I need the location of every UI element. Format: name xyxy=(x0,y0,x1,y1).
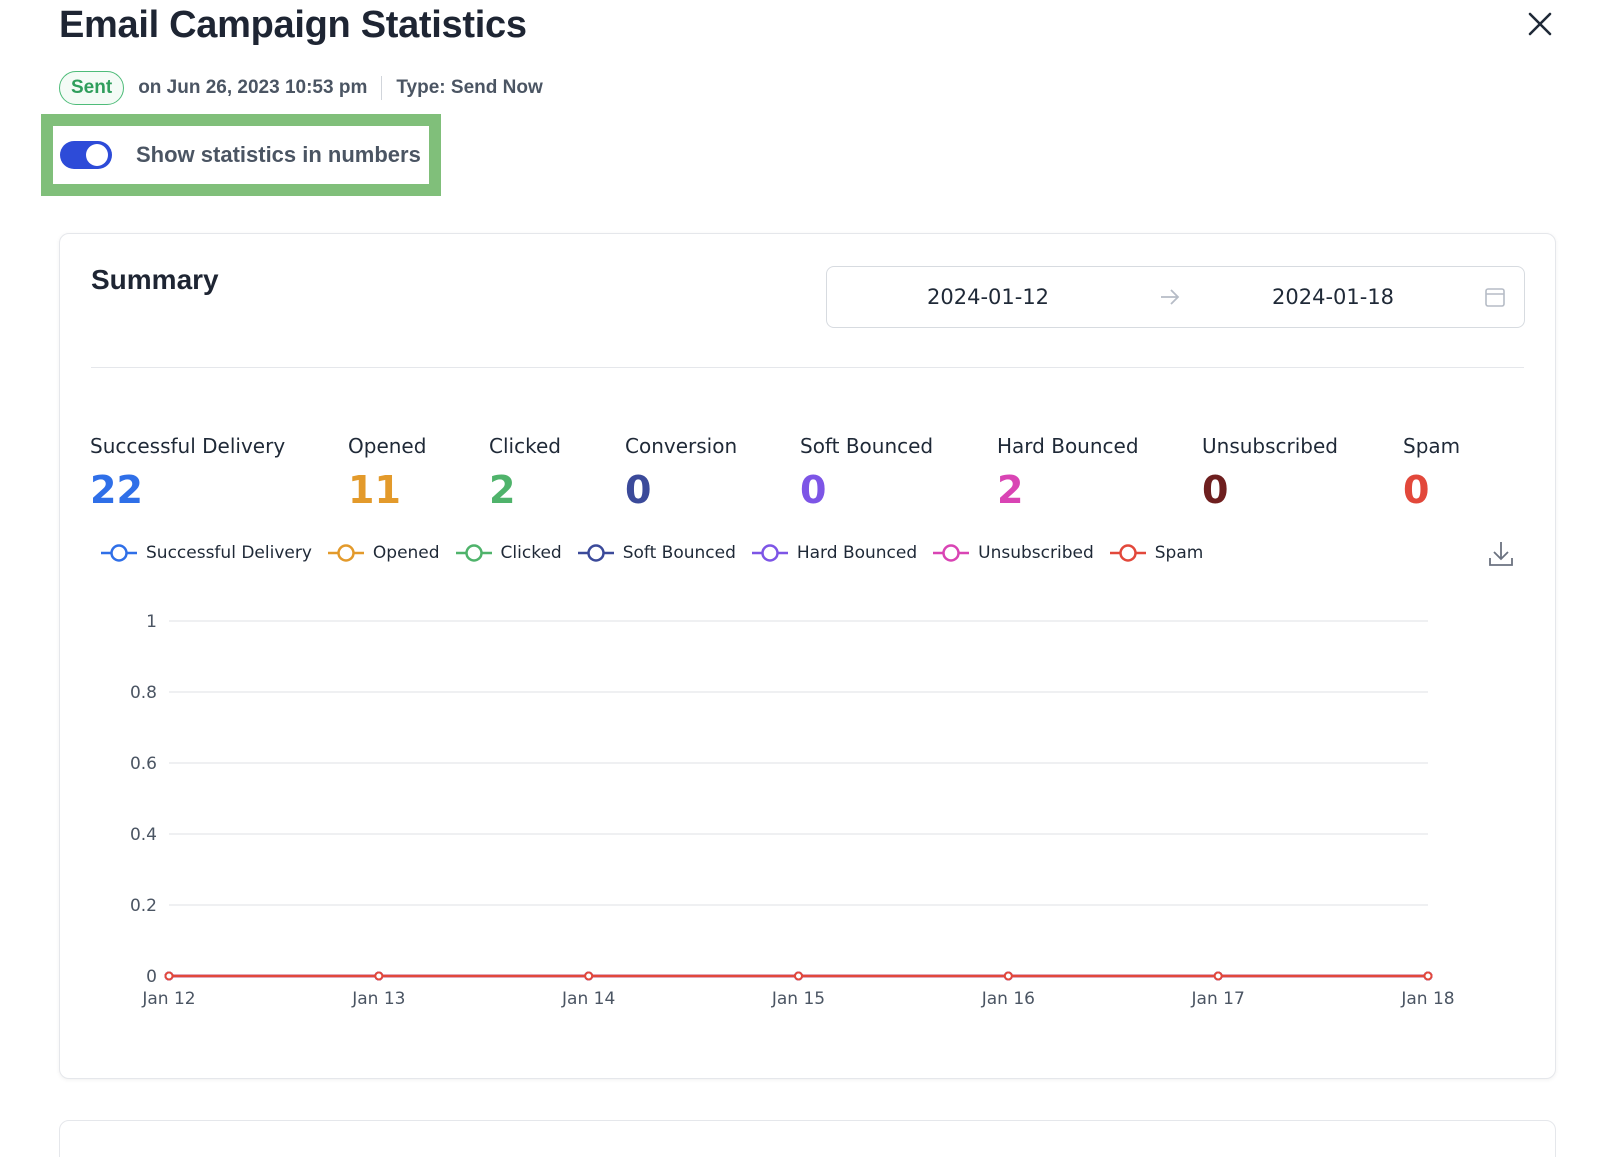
stat-value: 0 xyxy=(1202,468,1229,512)
legend-marker-icon xyxy=(933,544,970,562)
legend-label: Spam xyxy=(1154,543,1204,563)
stat-unsubscribed: Unsubscribed 0 xyxy=(1202,434,1338,512)
legend-item[interactable]: Unsubscribed xyxy=(932,543,1094,563)
stat-value: 22 xyxy=(90,468,143,512)
summary-title: Summary xyxy=(91,264,219,295)
toggle-knob xyxy=(86,144,108,166)
summary-divider xyxy=(91,367,1524,368)
legend-item[interactable]: Hard Bounced xyxy=(751,543,917,563)
stat-value: 0 xyxy=(625,468,652,512)
y-tick-label: 0.2 xyxy=(130,896,157,916)
legend-marker-icon xyxy=(751,544,788,562)
legend-item[interactable]: Opened xyxy=(327,543,440,563)
status-badge: Sent xyxy=(59,71,125,105)
data-point xyxy=(1003,971,1013,981)
legend-label: Hard Bounced xyxy=(796,543,918,563)
x-tick-label: Jan 17 xyxy=(1191,989,1245,1009)
summary-card: Summary 2024-01-12 2024-01-18 Successful… xyxy=(59,233,1556,1079)
legend-label: Opened xyxy=(372,543,440,563)
data-point xyxy=(584,971,594,981)
legend-item[interactable]: Successful Delivery xyxy=(100,543,312,563)
legend-marker-icon xyxy=(101,544,137,562)
y-tick-label: 0.8 xyxy=(130,683,157,703)
stat-value: 0 xyxy=(1403,468,1430,512)
data-point xyxy=(1213,971,1223,981)
download-icon[interactable] xyxy=(1488,540,1514,568)
stat-label: Soft Bounced xyxy=(800,434,934,458)
campaign-type: Type: Send Now xyxy=(396,77,543,98)
data-point xyxy=(794,971,803,981)
stat-value: 2 xyxy=(489,468,516,512)
x-tick-label: Jan 18 xyxy=(1400,989,1454,1009)
data-point xyxy=(374,971,384,981)
stat-value: 0 xyxy=(800,468,827,512)
data-point xyxy=(164,971,174,981)
x-tick-label: Jan 12 xyxy=(141,989,195,1009)
y-tick-label: 0.6 xyxy=(130,754,157,774)
stat-value: 11 xyxy=(348,468,401,512)
calendar-icon[interactable] xyxy=(1484,286,1506,308)
legend-label: Successful Delivery xyxy=(146,543,312,563)
y-tick-label: 0.4 xyxy=(130,825,157,845)
stat-clicked: Clicked 2 xyxy=(489,434,561,512)
legend-marker-icon xyxy=(455,544,492,562)
y-tick-label: 0 xyxy=(146,967,157,987)
details-card xyxy=(59,1120,1556,1157)
legend-item[interactable]: Clicked xyxy=(455,543,562,563)
campaign-meta: Sent on Jun 26, 2023 10:53 pm Type: Send… xyxy=(59,70,543,106)
x-tick-label: Jan 16 xyxy=(981,989,1035,1009)
page-title: Email Campaign Statistics xyxy=(59,4,527,46)
stat-value: 2 xyxy=(997,468,1024,512)
data-point xyxy=(1423,971,1433,981)
stat-soft-bounced: Soft Bounced 0 xyxy=(800,434,933,512)
x-tick-label: Jan 13 xyxy=(351,989,405,1009)
stat-label: Opened xyxy=(348,434,427,458)
stat-hard-bounced: Hard Bounced 2 xyxy=(997,434,1139,512)
stat-label: Conversion xyxy=(625,434,738,458)
date-end-input[interactable]: 2024-01-18 xyxy=(1272,285,1395,309)
date-range-picker[interactable]: 2024-01-12 2024-01-18 xyxy=(826,266,1525,328)
meta-divider xyxy=(381,76,383,100)
date-start-input[interactable]: 2024-01-12 xyxy=(927,285,1050,309)
arrow-right-icon xyxy=(1161,289,1180,305)
stat-label: Successful Delivery xyxy=(90,434,286,458)
legend-item[interactable]: Spam xyxy=(1109,543,1204,563)
stat-label: Spam xyxy=(1403,434,1461,458)
stat-label: Unsubscribed xyxy=(1202,434,1338,458)
legend-label: Soft Bounced xyxy=(622,543,736,563)
stat-successful-delivery: Successful Delivery 22 xyxy=(90,434,285,512)
sent-date: on Jun 26, 2023 10:53 pm xyxy=(138,77,368,98)
show-numbers-toggle[interactable] xyxy=(60,141,112,169)
legend-marker-icon xyxy=(577,544,614,562)
x-tick-label: Jan 14 xyxy=(561,989,615,1009)
stat-label: Clicked xyxy=(489,434,561,458)
stat-label: Hard Bounced xyxy=(997,434,1139,458)
toggle-label: Show statistics in numbers xyxy=(136,142,421,167)
close-button[interactable] xyxy=(1518,2,1562,46)
legend-label: Clicked xyxy=(500,543,562,563)
legend-label: Unsubscribed xyxy=(978,543,1094,563)
close-icon xyxy=(1528,12,1552,36)
legend-marker-icon xyxy=(1109,544,1146,562)
legend-marker-icon xyxy=(327,544,364,562)
statistics-toggle-row: Show statistics in numbers xyxy=(41,114,441,196)
y-tick-label: 1 xyxy=(146,612,157,632)
x-tick-label: Jan 15 xyxy=(771,989,825,1009)
stat-conversion: Conversion 0 xyxy=(625,434,737,512)
chart-legend: Successful Delivery Opened Clicked Soft Bou… xyxy=(100,539,1218,567)
statistics-line-chart: 0 0.2 0.4 0.6 0.8 1 Jan 12 Jan 13 Jan 14 Jan 15 Ja… xyxy=(130,612,1455,1009)
stat-opened: Opened 11 xyxy=(348,434,426,512)
legend-item[interactable]: Soft Bounced xyxy=(577,543,736,563)
stat-spam: Spam 0 xyxy=(1403,434,1460,512)
